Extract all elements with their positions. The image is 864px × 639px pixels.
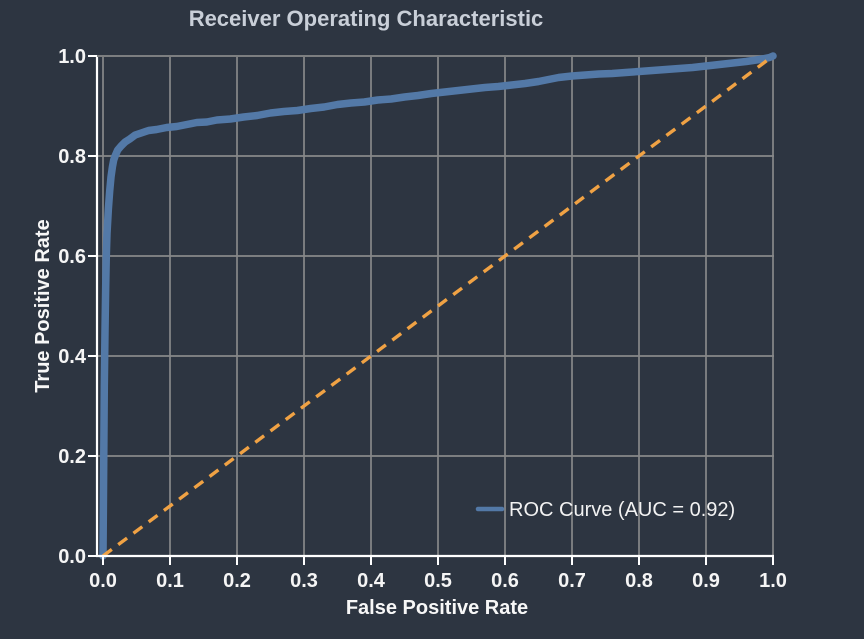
x-tick-label: 0.0 <box>89 570 117 592</box>
x-tick-label: 0.5 <box>424 570 452 592</box>
x-tick-label: 0.4 <box>357 570 386 592</box>
x-tick-label: 1.0 <box>759 570 787 592</box>
roc-curve-line <box>99 52 777 560</box>
y-axis-label: True Positive Rate <box>32 219 54 392</box>
x-tick-label: 0.6 <box>491 570 519 592</box>
chart-title: Receiver Operating Characteristic <box>189 6 544 31</box>
y-tick-label: 1.0 <box>58 46 86 68</box>
x-tick-label: 0.8 <box>625 570 653 592</box>
x-tick-label: 0.3 <box>290 570 318 592</box>
y-tick-label: 0.6 <box>58 246 86 268</box>
x-tick-label: 0.1 <box>156 570 184 592</box>
chance-diagonal-line <box>101 54 775 558</box>
x-tick-label: 0.9 <box>692 570 720 592</box>
x-tick-label: 0.7 <box>558 570 586 592</box>
legend: ROC Curve (AUC = 0.92) <box>475 499 735 521</box>
y-tick-label: 0.4 <box>58 346 87 368</box>
y-tick-label: 0.0 <box>58 546 86 568</box>
legend-label: ROC Curve (AUC = 0.92) <box>509 499 735 521</box>
x-tick-label: 0.2 <box>223 570 251 592</box>
axes-spines-and-ticks <box>88 55 774 565</box>
y-tick-label: 0.8 <box>58 146 86 168</box>
tick-labels: 0.0 0.1 0.2 0.3 0.4 0.5 0.6 0.7 0.8 0.9 1.0 0.0 0.2 0… <box>58 46 787 592</box>
x-axis-label: False Positive Rate <box>346 597 528 619</box>
y-tick-label: 0.2 <box>58 446 86 468</box>
